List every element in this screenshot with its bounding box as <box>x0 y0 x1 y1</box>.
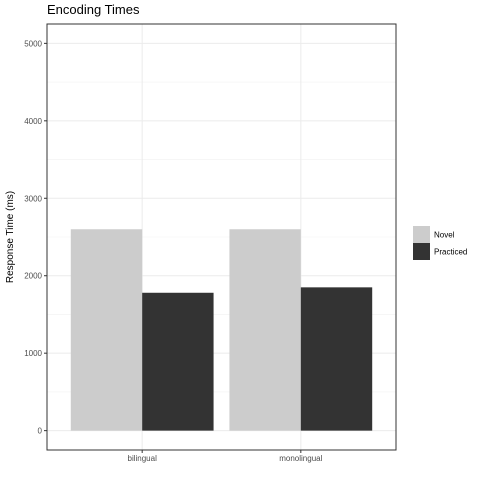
y-tick-label: 4000 <box>24 117 42 126</box>
bars <box>70 229 373 431</box>
x-tick-label-bilingual: bilingual <box>128 454 158 463</box>
bar-bilingual-novel <box>70 229 143 431</box>
legend-key-novel <box>413 226 430 243</box>
y-tick-label: 1000 <box>24 349 42 358</box>
legend-key-practiced <box>413 243 430 260</box>
legend-label-practiced: Practiced <box>434 248 467 257</box>
legend: Novel Practiced <box>413 226 467 260</box>
y-tick-label: 5000 <box>24 39 42 48</box>
y-tick-label: 2000 <box>24 272 42 281</box>
chart-title: Encoding Times <box>47 2 140 17</box>
bar-monolingual-novel <box>229 229 301 431</box>
x-tick-label-monolingual: monolingual <box>279 454 322 463</box>
bar-bilingual-practiced <box>142 292 214 431</box>
y-axis-title: Response Time (ms) <box>5 191 16 283</box>
x-axis: bilingual monolingual <box>128 450 323 463</box>
legend-label-novel: Novel <box>434 231 455 240</box>
bar-monolingual-practiced <box>300 287 373 431</box>
y-tick-label: 3000 <box>24 194 42 203</box>
plot-panel-border <box>46 23 397 451</box>
y-tick-label: 0 <box>38 427 43 436</box>
y-axis: 0 1000 2000 3000 4000 5000 <box>24 39 47 436</box>
